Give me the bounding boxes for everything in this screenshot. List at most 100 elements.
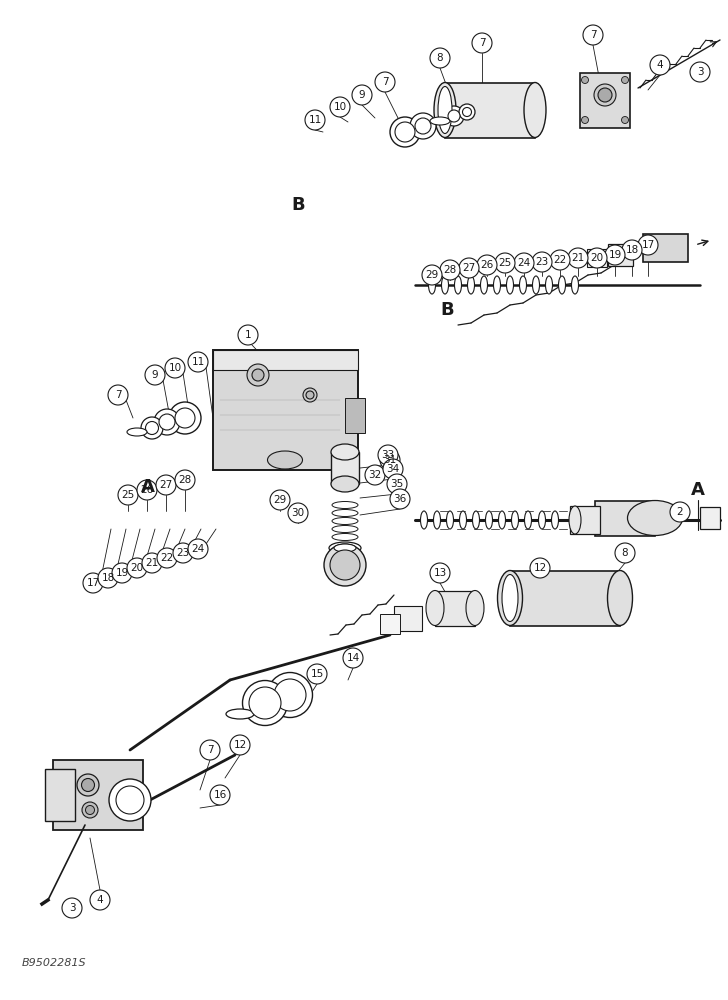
Text: 19: 19	[115, 568, 129, 578]
Circle shape	[477, 255, 497, 275]
Circle shape	[173, 543, 193, 563]
Text: 21: 21	[571, 253, 585, 263]
Circle shape	[430, 563, 450, 583]
Circle shape	[165, 358, 185, 378]
Text: 25: 25	[499, 258, 512, 268]
Circle shape	[430, 48, 450, 68]
Circle shape	[127, 558, 147, 578]
Ellipse shape	[330, 550, 360, 580]
Text: 17: 17	[87, 578, 100, 588]
Bar	[510, 570, 620, 626]
Ellipse shape	[242, 680, 288, 726]
Text: 28: 28	[178, 475, 191, 485]
Text: 12: 12	[534, 563, 547, 573]
Circle shape	[175, 470, 195, 490]
Ellipse shape	[480, 276, 488, 294]
Ellipse shape	[146, 422, 159, 434]
Ellipse shape	[267, 451, 303, 469]
Text: 20: 20	[130, 563, 143, 573]
Ellipse shape	[502, 574, 518, 621]
Ellipse shape	[552, 511, 558, 529]
Bar	[570, 506, 600, 534]
Text: 24: 24	[191, 544, 205, 554]
Text: 36: 36	[393, 494, 407, 504]
Circle shape	[387, 474, 407, 494]
Ellipse shape	[582, 116, 588, 123]
Ellipse shape	[334, 544, 356, 552]
Ellipse shape	[512, 511, 518, 529]
Text: 7: 7	[479, 38, 486, 48]
Circle shape	[650, 55, 670, 75]
Circle shape	[422, 265, 442, 285]
Text: 19: 19	[609, 250, 622, 260]
Ellipse shape	[410, 113, 436, 139]
Ellipse shape	[494, 276, 501, 294]
Bar	[587, 249, 607, 267]
Circle shape	[238, 325, 258, 345]
Circle shape	[210, 785, 230, 805]
Text: 35: 35	[390, 479, 403, 489]
Bar	[435, 590, 475, 626]
Ellipse shape	[497, 570, 523, 626]
Polygon shape	[213, 350, 358, 370]
Ellipse shape	[82, 802, 98, 818]
Ellipse shape	[628, 500, 683, 536]
Circle shape	[440, 260, 460, 280]
Ellipse shape	[175, 408, 195, 428]
Ellipse shape	[558, 276, 566, 294]
Circle shape	[383, 459, 403, 479]
Text: 25: 25	[122, 490, 135, 500]
Ellipse shape	[472, 511, 480, 529]
Ellipse shape	[274, 679, 306, 711]
Circle shape	[390, 489, 410, 509]
Ellipse shape	[226, 709, 254, 719]
Circle shape	[83, 573, 103, 593]
Circle shape	[90, 890, 110, 910]
Ellipse shape	[622, 77, 628, 84]
Text: 9: 9	[359, 90, 365, 100]
Ellipse shape	[486, 511, 493, 529]
Ellipse shape	[532, 276, 539, 294]
Circle shape	[583, 25, 603, 45]
Circle shape	[200, 740, 220, 760]
Text: 16: 16	[213, 790, 226, 800]
Circle shape	[112, 563, 132, 583]
Text: 22: 22	[160, 553, 173, 563]
Text: 1: 1	[245, 330, 251, 340]
Ellipse shape	[329, 542, 361, 554]
Ellipse shape	[332, 534, 358, 540]
Circle shape	[288, 503, 308, 523]
Ellipse shape	[306, 391, 314, 399]
Ellipse shape	[569, 506, 581, 534]
Ellipse shape	[141, 417, 163, 439]
Circle shape	[330, 97, 350, 117]
Text: 26: 26	[480, 260, 494, 270]
Text: 8: 8	[437, 53, 443, 63]
Bar	[700, 507, 720, 529]
Circle shape	[156, 475, 176, 495]
Text: 32: 32	[368, 470, 381, 480]
Ellipse shape	[267, 672, 312, 718]
Text: 22: 22	[553, 255, 566, 265]
Bar	[394, 605, 422, 631]
Text: A: A	[141, 478, 155, 496]
Ellipse shape	[247, 364, 269, 386]
Circle shape	[495, 253, 515, 273]
Text: 12: 12	[234, 740, 247, 750]
Text: 14: 14	[347, 653, 360, 663]
Text: 28: 28	[443, 265, 456, 275]
Ellipse shape	[444, 106, 464, 126]
Bar	[345, 397, 365, 432]
Text: 7: 7	[207, 745, 213, 755]
Circle shape	[622, 240, 642, 260]
Bar	[595, 500, 655, 536]
Ellipse shape	[429, 276, 435, 294]
Bar	[380, 614, 400, 634]
Ellipse shape	[332, 502, 358, 508]
Circle shape	[690, 62, 710, 82]
Text: 11: 11	[309, 115, 322, 125]
Ellipse shape	[430, 117, 450, 125]
Bar	[643, 234, 687, 262]
Text: 3: 3	[697, 67, 703, 77]
Ellipse shape	[433, 511, 440, 529]
